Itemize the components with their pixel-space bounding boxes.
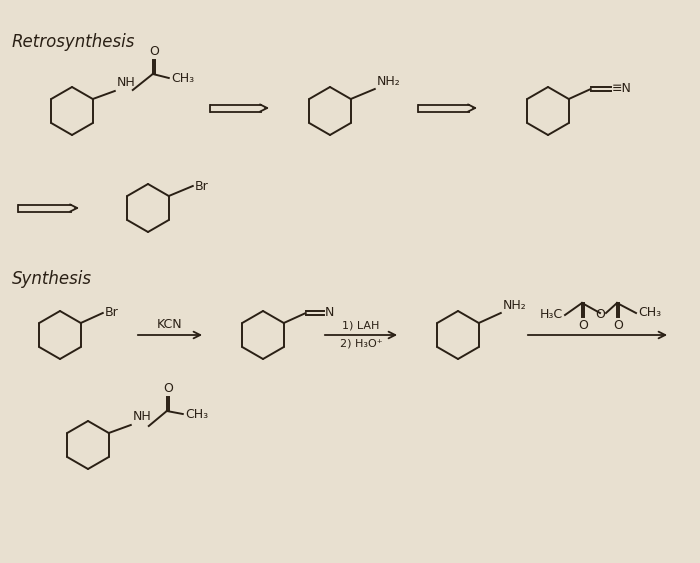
Text: CH₃: CH₃ [185, 408, 208, 421]
Text: Br: Br [105, 306, 118, 319]
Text: O: O [163, 382, 173, 395]
Text: 1) LAH: 1) LAH [342, 321, 379, 331]
Text: O: O [595, 307, 605, 320]
Text: 2) H₃O⁺: 2) H₃O⁺ [340, 339, 382, 349]
Text: Br: Br [195, 180, 209, 193]
Text: CH₃: CH₃ [638, 306, 661, 319]
Text: KCN: KCN [158, 318, 183, 331]
Text: ≡N: ≡N [612, 83, 631, 96]
Text: CH₃: CH₃ [171, 72, 194, 84]
Text: Retrosynthesis: Retrosynthesis [12, 33, 135, 51]
Text: O: O [613, 319, 623, 332]
Text: NH₂: NH₂ [377, 75, 400, 88]
Text: O: O [149, 45, 159, 58]
Text: Synthesis: Synthesis [12, 270, 92, 288]
Text: NH: NH [117, 76, 136, 89]
Text: NH: NH [133, 410, 151, 423]
Text: N: N [325, 306, 334, 319]
Text: H₃C: H₃C [540, 309, 563, 321]
Text: NH₂: NH₂ [503, 299, 526, 312]
Text: O: O [578, 319, 588, 332]
